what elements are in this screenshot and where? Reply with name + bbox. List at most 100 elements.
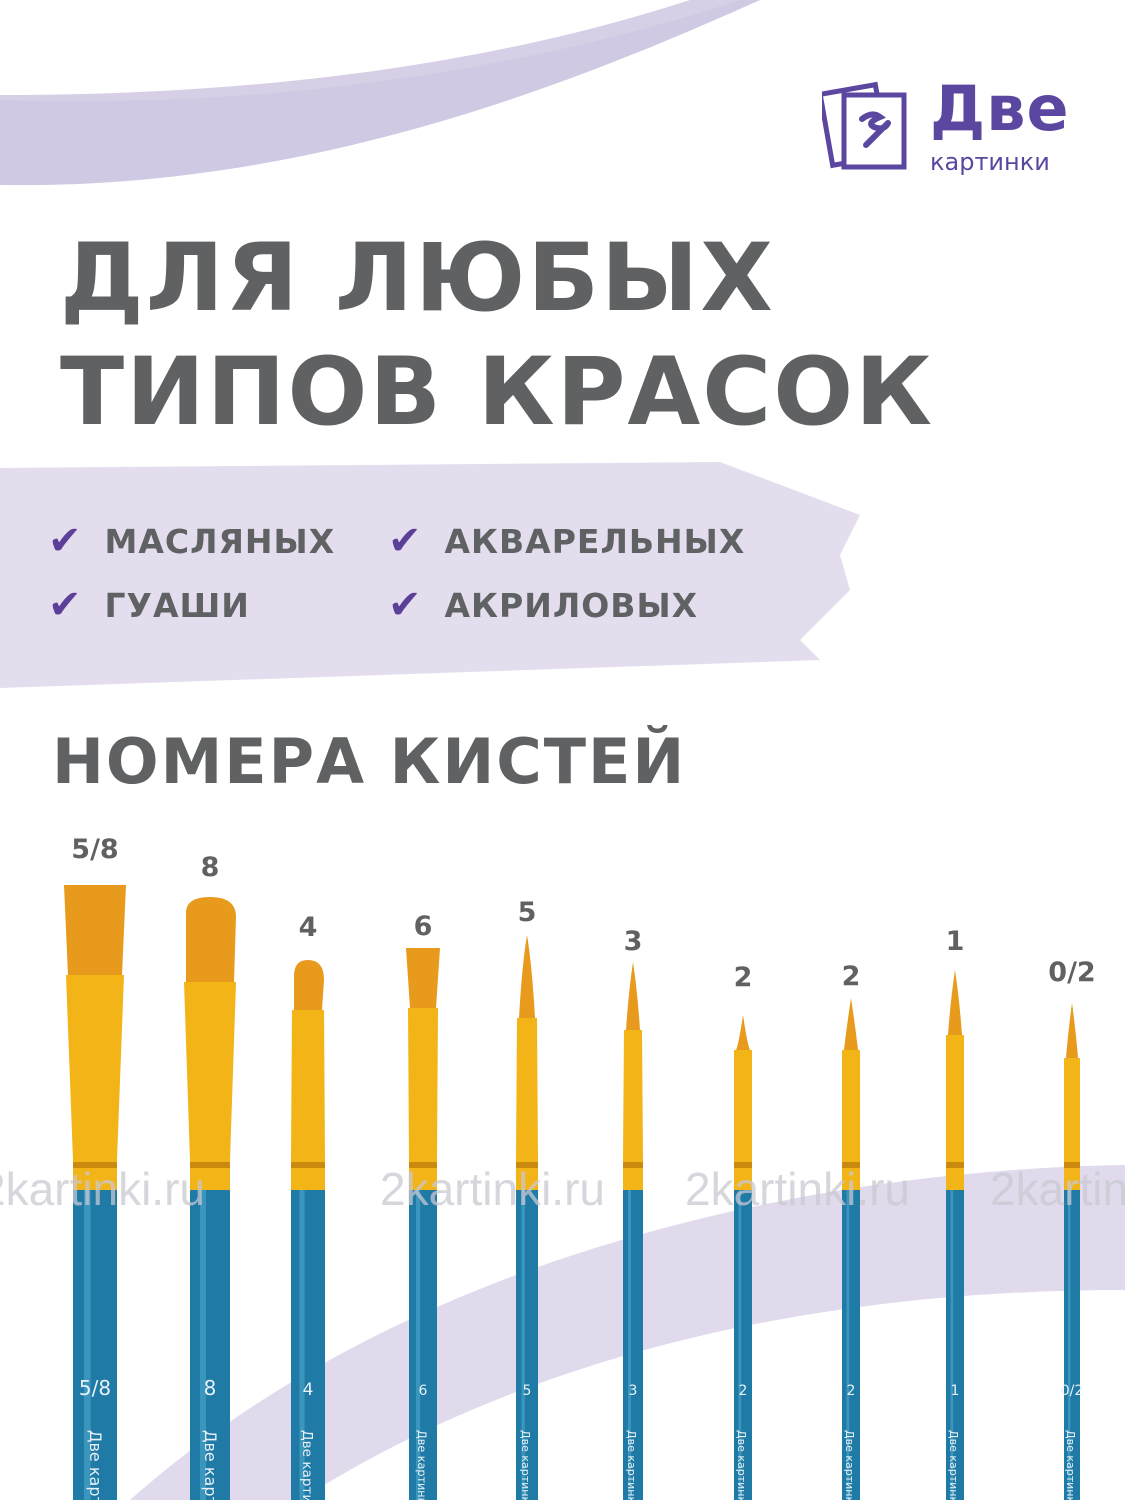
brush-ferrule	[184, 982, 236, 1190]
brush-size-label: 2	[733, 962, 753, 993]
brush: 4 Две картинки	[291, 960, 325, 1500]
handle-highlight	[200, 1185, 206, 1500]
brush-ferrule	[623, 1030, 643, 1190]
handle-highlight	[628, 1185, 631, 1500]
handle-brand-label: Две картинки	[415, 1430, 428, 1500]
feature-label: МАСЛЯНЫХ	[104, 521, 336, 561]
handle-size-label: 2	[739, 1383, 748, 1399]
headline: ДЛЯ ЛЮБЫХ ТИПОВ КРАСОК	[60, 222, 934, 450]
handle-size-label: 8	[204, 1376, 217, 1400]
brush-handle	[409, 1185, 437, 1500]
handle-highlight	[299, 1185, 305, 1500]
brush-bristles	[294, 960, 324, 1010]
watermark: 2kartinki.ru	[0, 1163, 205, 1215]
handle-brand-label: Две картинки	[625, 1430, 638, 1500]
ferrule-ring	[291, 1162, 325, 1168]
brush-bristles	[736, 1015, 750, 1050]
top-swoosh-band	[0, 0, 760, 186]
brush: 3 Две картинки	[623, 962, 643, 1500]
watermark: 2kartinki.ru	[380, 1163, 605, 1215]
brush-size-label: 0/2	[1048, 957, 1096, 988]
handle-size-label: 4	[303, 1380, 314, 1400]
ferrule-ring	[409, 1162, 437, 1168]
ferrule-ring	[734, 1162, 752, 1168]
brush-bristles	[844, 998, 858, 1050]
handle-size-label: 0/2	[1061, 1383, 1084, 1399]
paintbrush-pictures-icon	[822, 81, 907, 170]
brush: 8 Две картинки	[184, 897, 236, 1500]
handle-size-label: 5/8	[79, 1376, 111, 1400]
brush-size-label: 1	[945, 926, 965, 957]
brush: 5/8 Две картинки	[64, 885, 126, 1500]
handle-highlight	[1068, 1185, 1071, 1500]
ferrule-ring	[842, 1162, 860, 1168]
feature-label: ГУАШИ	[104, 585, 250, 625]
subheading: НОМЕРА КИСТЕЙ	[52, 725, 687, 798]
handle-brand-label: Две картинки	[519, 1430, 532, 1500]
brush: 1 Две картинки	[946, 970, 964, 1500]
logo-word-kartinki: картинки	[930, 148, 1050, 177]
handle-highlight	[521, 1185, 525, 1500]
feature-label: АКВАРЕЛЬНЫХ	[444, 521, 746, 561]
ferrule-ring	[73, 1162, 117, 1168]
brush-size-label: 6	[413, 911, 433, 942]
ferrule-ring	[516, 1162, 538, 1168]
brush-bristles	[186, 897, 236, 982]
watermark: 2kartinki.ru	[990, 1163, 1125, 1215]
brush-ferrule	[946, 1035, 964, 1190]
handle-size-label: 2	[847, 1383, 856, 1399]
handle-size-label: 3	[629, 1383, 638, 1399]
headline-line-1: ДЛЯ ЛЮБЫХ	[60, 224, 775, 333]
brush-bristles	[519, 935, 535, 1018]
handle-brand-label: Две картинки	[201, 1430, 220, 1500]
feature-oil: ✔ МАСЛЯНЫХ	[48, 518, 335, 564]
brush-size-label: 3	[623, 926, 643, 957]
handle-brand-label: Две картинки	[735, 1430, 748, 1500]
brush-ferrule	[516, 1018, 538, 1190]
brush: 2 Две картинки	[734, 1015, 752, 1500]
brush: 5 Две картинки	[516, 935, 538, 1500]
brush-ferrule	[1064, 1058, 1080, 1190]
checkmark-icon: ✔	[388, 518, 423, 564]
brush-bristles	[948, 970, 962, 1035]
checkmark-icon: ✔	[388, 582, 423, 628]
brush-handle	[73, 1185, 117, 1500]
ferrule-ring	[946, 1162, 964, 1168]
brush-stroke-banner	[0, 462, 860, 688]
brush-ferrule	[842, 1050, 860, 1190]
handle-brand-label: Две картинки	[86, 1430, 105, 1500]
watermark: 2kartinki.ru	[685, 1163, 910, 1215]
brush-handle	[291, 1185, 325, 1500]
handle-size-label: 5	[523, 1383, 532, 1399]
feature-gouache: ✔ ГУАШИ	[48, 582, 250, 628]
brush-ferrule	[734, 1050, 752, 1190]
logo-word-dve: Две	[930, 72, 1070, 145]
brush-size-label: 5	[517, 897, 537, 928]
brush-ferrule	[66, 975, 124, 1190]
handle-highlight	[950, 1185, 954, 1500]
brush-bristles	[406, 948, 440, 1008]
brush: 0/2 Две картинки	[1061, 1003, 1084, 1500]
handle-brand-label: Две картинки	[843, 1430, 856, 1500]
headline-line-2: ТИПОВ КРАСОК	[60, 338, 934, 447]
brushes-group: 5/8 Две картинки 8 Две картинки 4 Две картинк…	[64, 885, 1083, 1500]
brush: 2 Две картинки	[842, 998, 860, 1500]
ferrule-ring	[190, 1162, 230, 1168]
brush-bristles	[64, 885, 126, 975]
handle-highlight	[846, 1185, 850, 1500]
handle-size-label: 6	[419, 1383, 428, 1399]
feature-acrylic: ✔ АКРИЛОВЫХ	[388, 582, 698, 628]
ferrule-ring	[623, 1162, 643, 1168]
brush-ferrule	[291, 1010, 325, 1190]
brand-logo: Две картинки	[822, 72, 1070, 177]
handle-brand-label: Две картинки	[1064, 1430, 1077, 1500]
handle-brand-label: Две картинки	[299, 1430, 315, 1500]
handle-size-label: 1	[951, 1383, 960, 1399]
feature-watercolor: ✔ АКВАРЕЛЬНЫХ	[388, 518, 745, 564]
brush-size-label: 4	[298, 912, 318, 943]
feature-label: АКРИЛОВЫХ	[444, 585, 699, 625]
brush-size-label: 8	[200, 852, 220, 883]
handle-highlight	[416, 1185, 421, 1500]
checkmark-icon: ✔	[48, 518, 83, 564]
